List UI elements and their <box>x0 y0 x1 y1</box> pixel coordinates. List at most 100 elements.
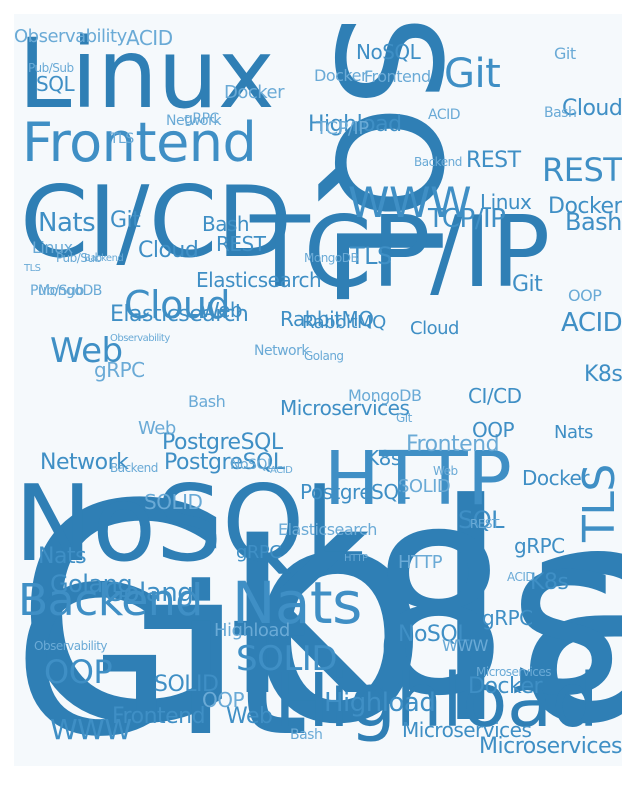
cloud-word: PostgreSQL <box>164 450 285 475</box>
cloud-word: Highload <box>274 658 599 744</box>
cloud-word: TCP/IP <box>316 118 369 139</box>
cloud-word: TLS <box>350 242 392 270</box>
cloud-word: SOLID <box>236 639 338 679</box>
cloud-word: gRPC <box>94 358 145 382</box>
cloud-word: Backend <box>414 155 462 169</box>
cloud-word: SOLID <box>154 672 219 697</box>
cloud-word: gRPC <box>514 534 565 558</box>
cloud-word: WWW <box>442 636 488 655</box>
cloud-word: NoSQL <box>398 622 469 647</box>
cloud-word: Docker <box>224 82 285 103</box>
cloud-word: Pub/Sub <box>56 251 102 265</box>
cloud-word: NoSQL <box>356 40 421 64</box>
cloud-word: gRPC <box>236 542 282 563</box>
cloud-word: Web <box>138 418 176 439</box>
cloud-word: K8s <box>366 446 401 470</box>
cloud-word: REST <box>470 517 499 531</box>
cloud-word: Frontend <box>22 111 257 174</box>
cloud-word: Git <box>396 411 412 425</box>
cloud-word: K8s <box>584 362 622 387</box>
cloud-word: Frontend <box>112 704 206 729</box>
cloud-word: Bash <box>544 105 577 121</box>
cloud-word: HTTP <box>324 436 512 522</box>
cloud-word: Observability <box>14 26 127 47</box>
cloud-word: REST <box>542 151 622 189</box>
cloud-word: Docker <box>314 66 368 85</box>
cloud-word: MongoDB <box>38 283 102 299</box>
cloud-word: Backend <box>110 461 158 475</box>
cloud-word: MongoDB <box>304 251 359 265</box>
cloud-word: Web <box>226 704 273 729</box>
cloud-word: Linux <box>32 238 73 257</box>
cloud-word: Microservices <box>280 396 410 420</box>
cloud-word: Git <box>14 544 309 766</box>
cloud-word: Elasticsearch <box>196 268 322 292</box>
cloud-word: Microservices <box>402 718 532 742</box>
cloud-word: ACID <box>126 26 173 50</box>
cloud-word: Web <box>50 331 123 371</box>
cloud-word: Cloud <box>410 318 459 339</box>
cloud-word: Git <box>110 208 141 233</box>
cloud-word: Cloud <box>562 96 622 121</box>
cloud-word: Cloud <box>124 283 231 327</box>
cloud-word: ACID <box>270 465 293 476</box>
cloud-word: TLS <box>24 263 41 274</box>
cloud-word: OOP <box>568 286 602 305</box>
cloud-word: REST <box>216 232 266 256</box>
cloud-word: CI/CD <box>468 384 522 408</box>
cloud-word: SQL <box>36 72 75 96</box>
cloud-word: NoSQL <box>230 457 275 473</box>
cloud-word: Docker <box>468 674 543 699</box>
cloud-word: Backend <box>18 575 203 626</box>
cloud-word: MongoDB <box>348 386 422 405</box>
cloud-word: Web <box>200 298 243 322</box>
cloud-word: Elasticsearch <box>278 520 377 539</box>
cloud-word: Microservices <box>476 665 552 679</box>
cloud-word: Network <box>166 113 221 129</box>
cloud-word: CI/CD <box>20 166 292 280</box>
cloud-word: Pub/Sub <box>30 283 84 299</box>
cloud-word: Bash <box>202 212 250 236</box>
cloud-word: Backend <box>84 253 124 264</box>
cloud-word: RabbitMQ <box>280 307 374 331</box>
cloud-word: HTTP <box>398 552 443 573</box>
cloud-word: Web <box>433 464 458 478</box>
cloud-word: Cloud <box>138 238 199 263</box>
cloud-word: HTTP <box>344 553 368 564</box>
cloud-word: PostgreSQL <box>300 480 410 504</box>
cloud-word: Highload <box>214 620 290 641</box>
cloud-word: Nats <box>38 544 87 569</box>
word-cloud: GolangK8sGitSQLNoSQLLinuxCI/CDTCP/IPHigh… <box>14 14 622 766</box>
cloud-word: TCP/IP <box>428 204 506 234</box>
cloud-word: Nats <box>232 569 362 637</box>
cloud-word: Git <box>512 272 543 297</box>
cloud-word: Elasticsearch <box>110 302 249 327</box>
cloud-word: Observability <box>34 639 108 653</box>
cloud-word: REST <box>466 148 521 173</box>
cloud-word: K8s <box>225 488 622 744</box>
cloud-word: ACID <box>428 107 461 123</box>
cloud-word: NoSQL <box>14 463 363 585</box>
cloud-word: Bash <box>188 392 226 411</box>
cloud-word: Golang <box>14 441 622 766</box>
cloud-word: TCP/IP <box>250 196 550 310</box>
cloud-word: OOP <box>472 418 515 442</box>
cloud-word: Golang <box>50 570 133 598</box>
cloud-word: WWW <box>348 178 472 227</box>
cloud-word: Observability <box>110 333 170 344</box>
cloud-word: Linux <box>18 18 275 130</box>
cloud-word: OOP <box>202 688 245 712</box>
cloud-word: SQL <box>458 506 505 534</box>
cloud-word: Frontend <box>364 67 431 86</box>
cloud-word: Docker <box>522 466 590 490</box>
cloud-word: ACID <box>507 570 535 584</box>
cloud-word: Git <box>444 51 501 97</box>
cloud-word: Docker <box>548 194 622 219</box>
cloud-word: K8s <box>530 570 569 595</box>
cloud-word: gRPC <box>184 111 219 127</box>
cloud-word: Highload <box>324 688 436 718</box>
cloud-word: gRPC <box>482 606 533 630</box>
cloud-word: Highload <box>308 112 402 137</box>
cloud-word: Bash <box>290 727 323 743</box>
cloud-word: TLS <box>110 131 134 147</box>
